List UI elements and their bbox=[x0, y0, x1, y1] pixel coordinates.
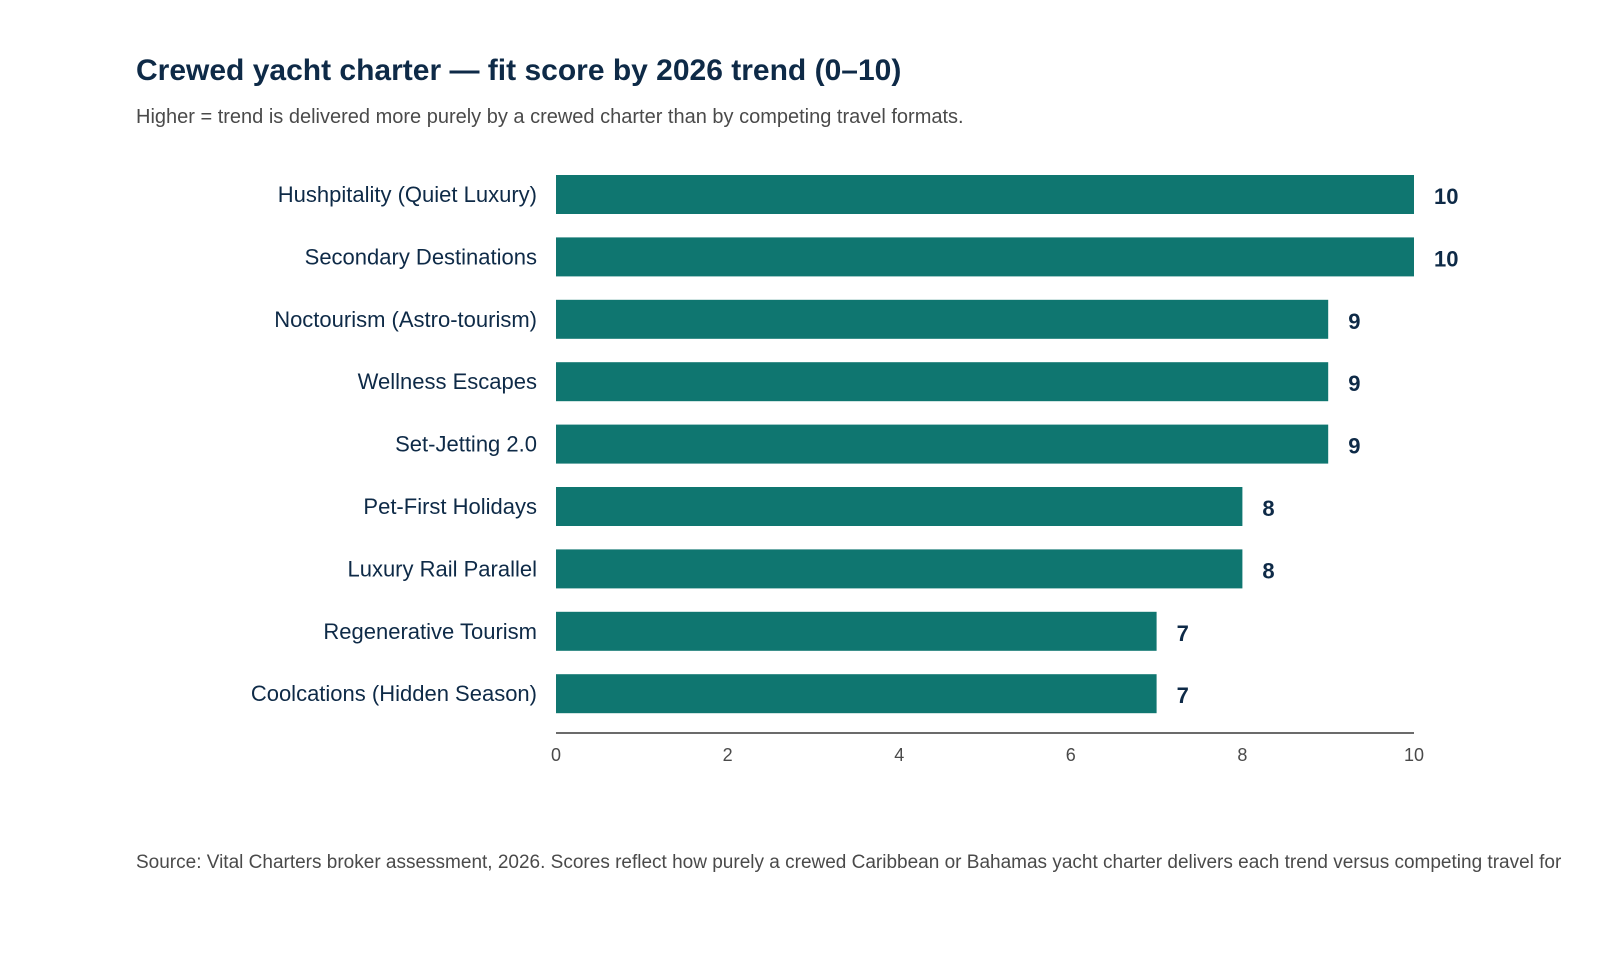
category-label: Regenerative Tourism bbox=[323, 619, 537, 644]
x-tick-label: 0 bbox=[551, 745, 561, 765]
bar bbox=[556, 237, 1414, 277]
category-label: Coolcations (Hidden Season) bbox=[251, 681, 537, 706]
chart-title: Crewed yacht charter — fit score by 2026… bbox=[136, 54, 902, 87]
category-label: Set-Jetting 2.0 bbox=[395, 432, 537, 457]
x-tick-label: 6 bbox=[1066, 745, 1076, 765]
bar bbox=[556, 424, 1329, 464]
bar bbox=[556, 549, 1243, 589]
bar bbox=[556, 674, 1157, 714]
bar bbox=[556, 175, 1414, 214]
value-label: 9 bbox=[1348, 309, 1360, 334]
bar bbox=[556, 487, 1243, 526]
x-axis: 0 2 4 6 8 10 bbox=[551, 732, 1424, 765]
x-tick-label: 10 bbox=[1404, 745, 1424, 765]
value-label: 8 bbox=[1262, 558, 1274, 583]
chart-subtitle: Higher = trend is delivered more purely … bbox=[136, 106, 964, 128]
value-label: 10 bbox=[1434, 184, 1458, 209]
value-label: 9 bbox=[1348, 434, 1360, 459]
x-tick-label: 4 bbox=[894, 745, 904, 765]
category-label: Wellness Escapes bbox=[358, 369, 537, 394]
bars-layer: Hushpitality (Quiet Luxury) 10 Secondary D… bbox=[251, 175, 1458, 714]
source-note: Source: Vital Charters broker assessment… bbox=[136, 852, 1562, 873]
value-label: 8 bbox=[1262, 496, 1274, 521]
value-label: 9 bbox=[1348, 371, 1360, 396]
value-label: 10 bbox=[1434, 246, 1458, 271]
value-label: 7 bbox=[1177, 621, 1189, 646]
category-label: Secondary Destinations bbox=[305, 244, 537, 269]
bar bbox=[556, 611, 1157, 651]
category-label: Noctourism (Astro-tourism) bbox=[274, 307, 537, 332]
category-label: Hushpitality (Quiet Luxury) bbox=[278, 182, 537, 207]
bar bbox=[556, 299, 1329, 339]
value-label: 7 bbox=[1177, 683, 1189, 708]
category-label: Luxury Rail Parallel bbox=[347, 556, 537, 581]
bar bbox=[556, 362, 1329, 402]
x-tick-label: 8 bbox=[1237, 745, 1247, 765]
x-tick-label: 2 bbox=[723, 745, 733, 765]
category-label: Pet-First Holidays bbox=[363, 494, 537, 519]
